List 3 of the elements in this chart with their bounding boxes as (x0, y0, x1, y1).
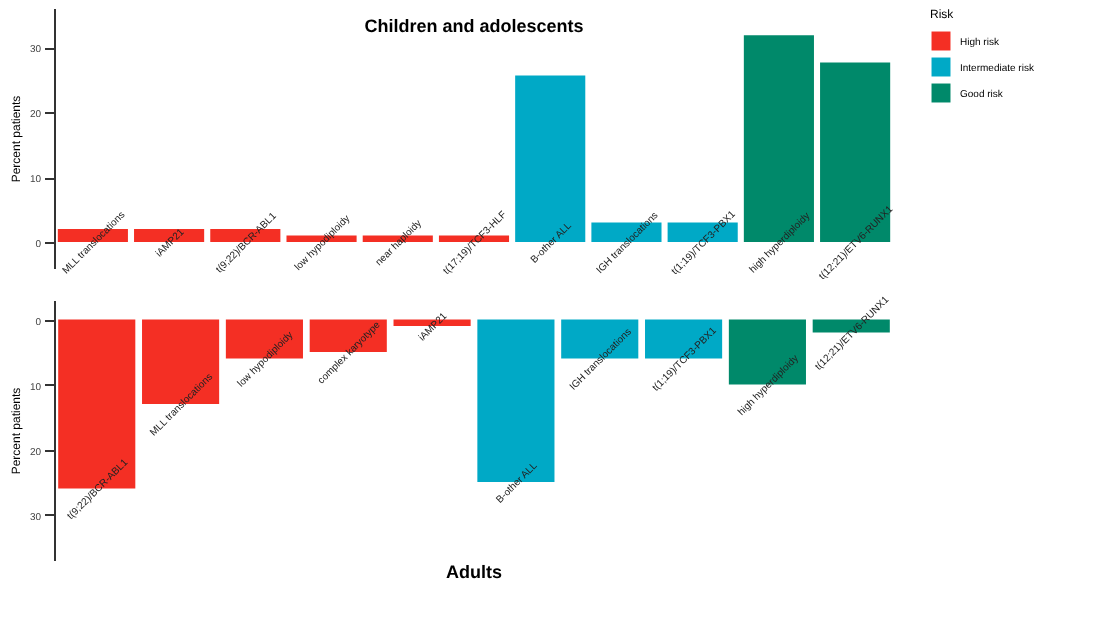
chart-title: Children and adolescents (364, 16, 584, 36)
bar (812, 319, 890, 333)
text: Adults (446, 562, 502, 582)
